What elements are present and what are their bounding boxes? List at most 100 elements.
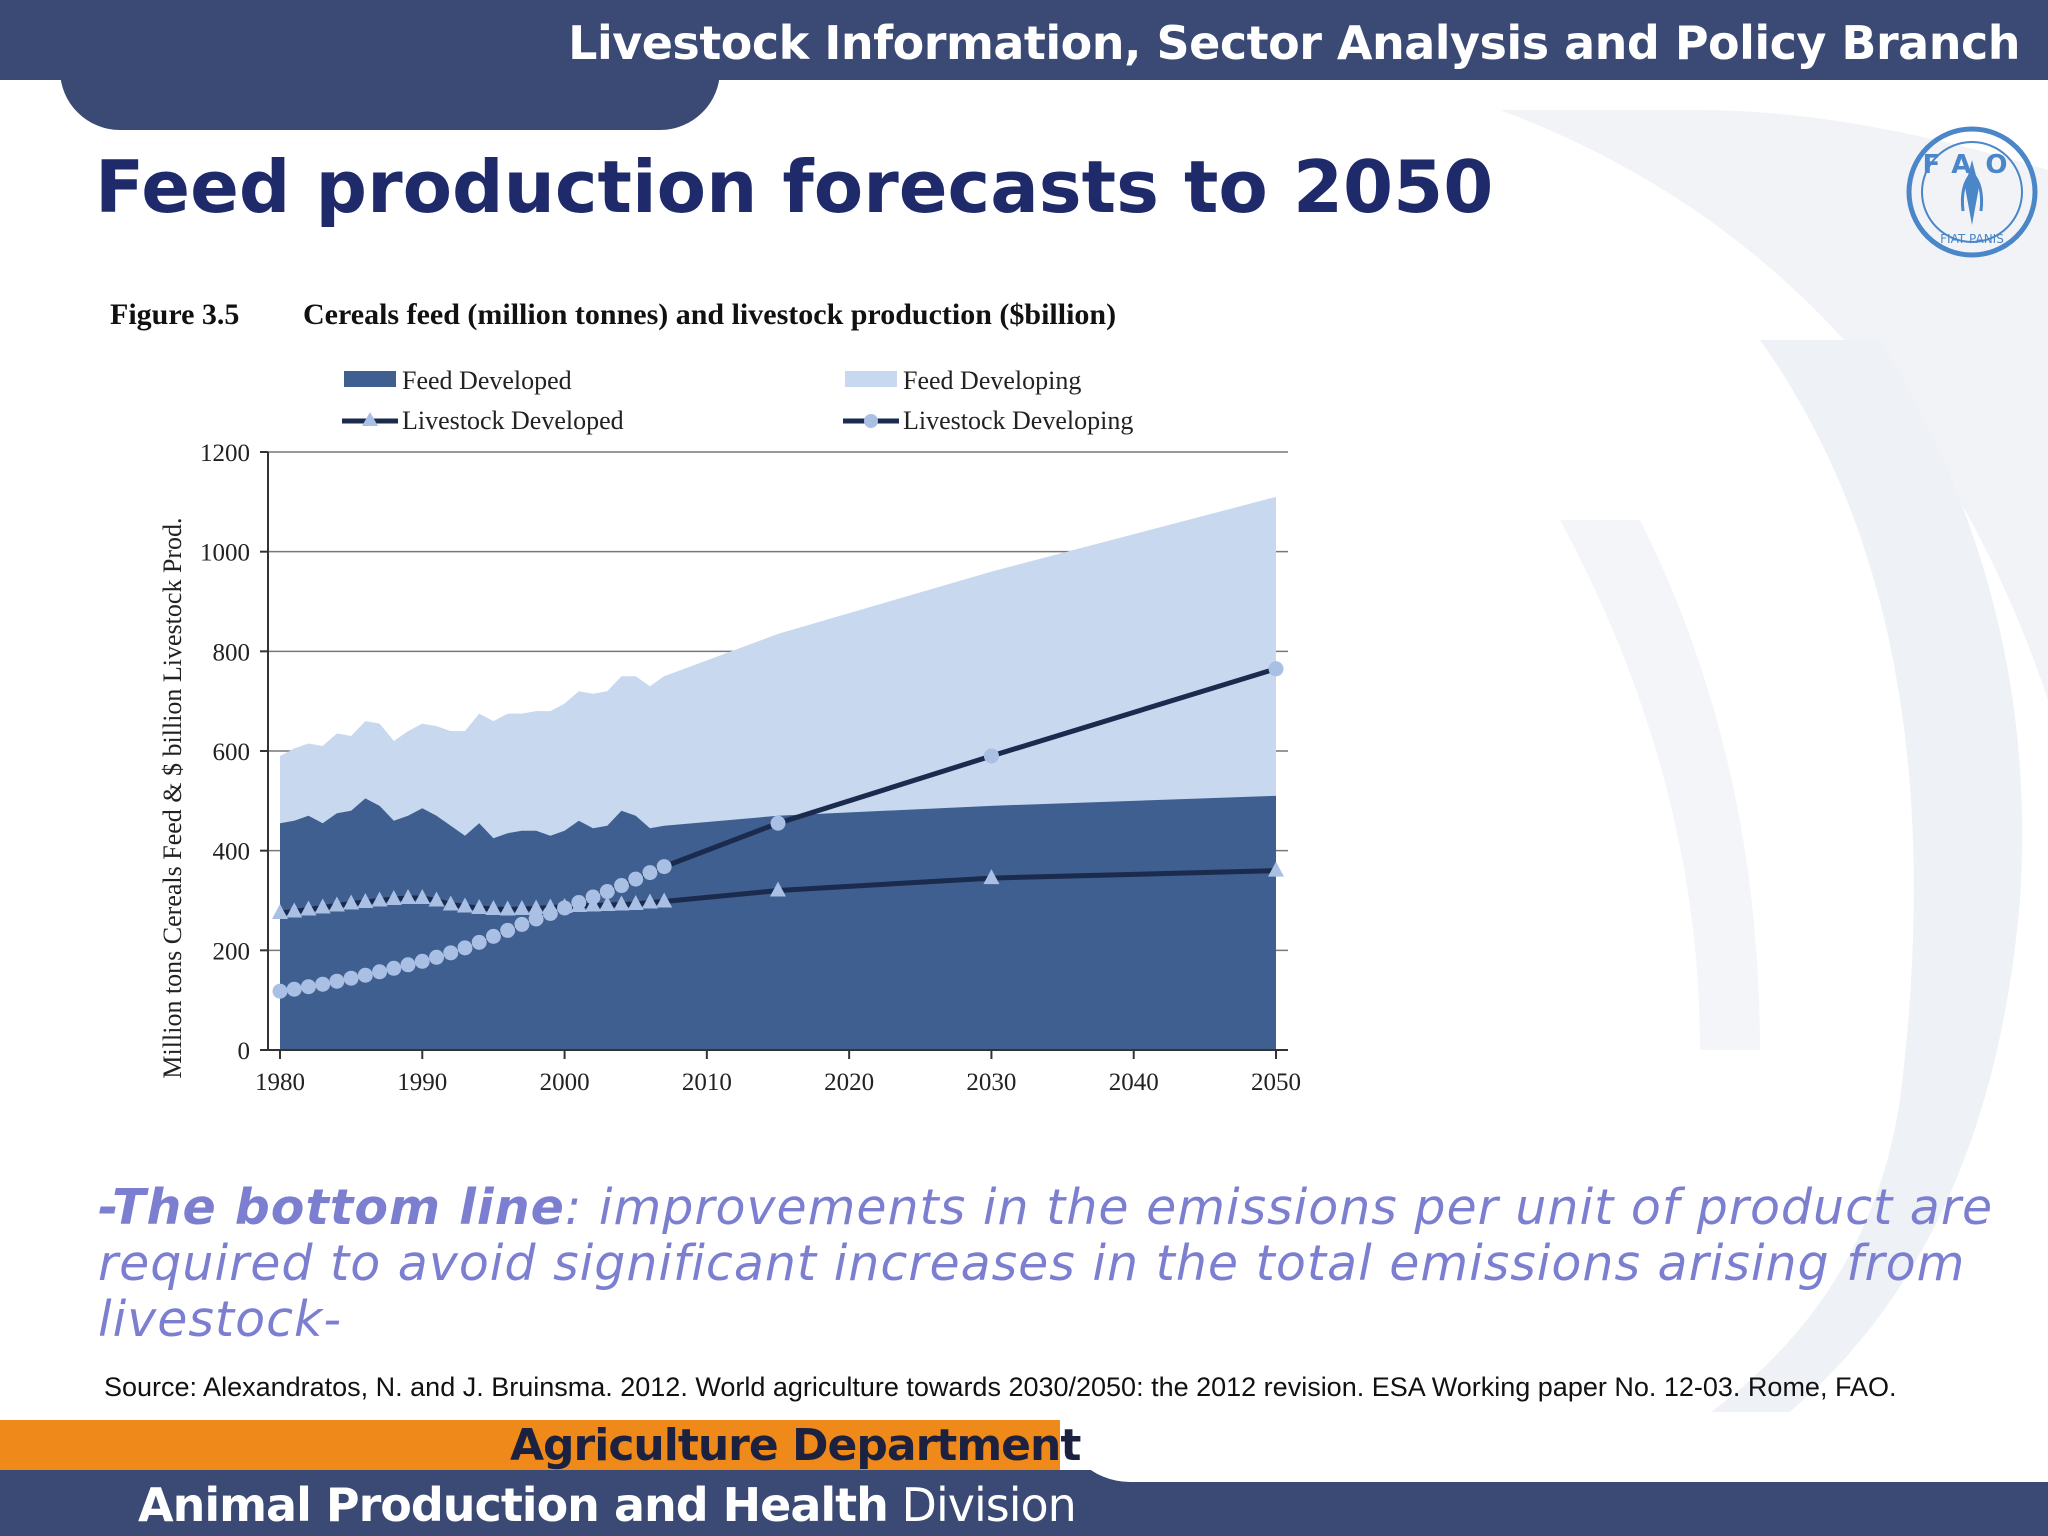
bottom-line-text: : improvements in the emissions per unit… bbox=[98, 1179, 1994, 1348]
x-tick-label: 2050 bbox=[1251, 1069, 1301, 1096]
livestock-developed-point bbox=[343, 894, 360, 910]
livestock-developing-point bbox=[542, 905, 558, 921]
logo-text-fao: FAO bbox=[1922, 150, 2021, 180]
footer-curve bbox=[1060, 1412, 2048, 1482]
division-bold: Animal Production and Health bbox=[138, 1478, 889, 1532]
livestock-developing-point bbox=[557, 900, 573, 916]
livestock-developing-point bbox=[585, 889, 601, 905]
source-citation: Source: Alexandratos, N. and J. Bruinsma… bbox=[104, 1372, 1897, 1402]
livestock-developed-point bbox=[385, 890, 402, 906]
chart-legend: Feed Developed Feed Developing Livestock D… bbox=[342, 366, 1133, 435]
department-name: Agriculture Department bbox=[510, 1420, 1081, 1471]
figure-number: Figure 3.5 bbox=[110, 298, 240, 331]
fao-emblem-icon: FAO FIAT PANIS bbox=[1906, 126, 2038, 258]
livestock-developed-point bbox=[983, 869, 1000, 885]
area-feed-developed bbox=[280, 795, 1276, 1050]
division-rest: Division bbox=[887, 1478, 1077, 1532]
livestock-developing-point bbox=[471, 934, 487, 950]
livestock-developing-point bbox=[315, 976, 331, 992]
livestock-developing-point bbox=[528, 911, 544, 927]
y-axis-label: Million tons Cereals Feed & $ billion Li… bbox=[158, 517, 187, 1078]
axes: 0 200 400 600 800 1000 1200 1980 1990 2000 2010 202… bbox=[200, 440, 1301, 1096]
page-title: Feed production forecasts to 2050 bbox=[95, 145, 1494, 229]
area-series bbox=[280, 496, 1276, 1051]
livestock-developed-point bbox=[357, 892, 374, 908]
livestock-developing-point bbox=[357, 967, 373, 983]
bottom-line-lead: -The bottom line bbox=[98, 1179, 565, 1236]
x-tick-label: 2000 bbox=[540, 1069, 590, 1096]
header-tab bbox=[60, 60, 720, 130]
y-tick-label: 1200 bbox=[200, 440, 250, 467]
y-tick-label: 200 bbox=[213, 938, 251, 965]
livestock-developing-point bbox=[300, 979, 316, 995]
x-tick-label: 1980 bbox=[255, 1069, 305, 1096]
livestock-developing-point bbox=[286, 981, 302, 997]
livestock-developed-point bbox=[272, 903, 288, 919]
livestock-developing-point bbox=[429, 949, 445, 965]
livestock-developing-point bbox=[628, 871, 644, 887]
livestock-developing-point bbox=[983, 748, 999, 764]
livestock-developed-point bbox=[499, 900, 516, 916]
y-tick-label: 0 bbox=[238, 1038, 251, 1065]
y-tick-label: 600 bbox=[213, 739, 251, 766]
legend-label-livestock-developed: Livestock Developed bbox=[402, 406, 624, 435]
livestock-developing-point bbox=[613, 878, 629, 894]
livestock-developing-point bbox=[770, 815, 786, 831]
division-name: Animal Production and Health Division bbox=[138, 1478, 1077, 1532]
livestock-developed-point bbox=[1268, 861, 1284, 877]
livestock-developing-point bbox=[457, 940, 473, 956]
livestock-developing-point bbox=[272, 983, 288, 999]
livestock-developed-point bbox=[314, 898, 331, 914]
livestock-developed-point bbox=[400, 889, 417, 905]
livestock-developing-point bbox=[372, 964, 388, 980]
livestock-developing-point bbox=[514, 916, 530, 932]
y-tick-label: 400 bbox=[213, 839, 251, 866]
livestock-developing-point bbox=[571, 894, 587, 910]
livestock-developing-point bbox=[443, 945, 459, 961]
livestock-developing-point bbox=[1268, 661, 1284, 677]
livestock-developed-point bbox=[414, 889, 431, 905]
livestock-developed-point bbox=[656, 892, 673, 908]
x-tick-label: 2030 bbox=[966, 1069, 1016, 1096]
livestock-developing-point bbox=[343, 970, 359, 986]
livestock-developed-point bbox=[286, 902, 303, 918]
bottom-line-note: -The bottom line: improvements in the em… bbox=[98, 1180, 2028, 1348]
livestock-developed-point bbox=[328, 896, 345, 912]
livestock-developed-point bbox=[456, 897, 473, 913]
livestock-developed-point bbox=[442, 895, 459, 911]
line-series bbox=[272, 661, 1284, 999]
livestock-developed-point bbox=[599, 895, 616, 911]
livestock-developing-point bbox=[386, 960, 402, 976]
legend-swatch-feed-developed bbox=[344, 371, 396, 387]
livestock-developing-point bbox=[414, 953, 430, 969]
y-tick-label: 800 bbox=[213, 639, 251, 666]
livestock-developed-point bbox=[641, 893, 658, 909]
livestock-developing-point bbox=[485, 928, 501, 944]
legend-swatch-feed-developing bbox=[845, 371, 897, 387]
livestock-developed-point bbox=[428, 891, 445, 907]
livestock-developing-point bbox=[642, 865, 658, 881]
legend-marker-livestock-developed bbox=[362, 412, 378, 426]
legend-label-feed-developing: Feed Developing bbox=[903, 366, 1081, 395]
figure-title: Cereals feed (million tonnes) and livest… bbox=[303, 298, 1117, 331]
legend-label-feed-developed: Feed Developed bbox=[402, 366, 572, 395]
livestock-developed-point bbox=[770, 881, 786, 897]
livestock-developed-point bbox=[528, 899, 545, 915]
livestock-developing-point bbox=[599, 884, 615, 900]
x-tick-label: 2040 bbox=[1109, 1069, 1159, 1096]
livestock-developed-point bbox=[627, 894, 644, 910]
livestock-developed-point bbox=[613, 895, 630, 911]
livestock-developing-point bbox=[400, 957, 416, 973]
legend-label-livestock-developing: Livestock Developing bbox=[903, 406, 1133, 435]
livestock-developed-point bbox=[471, 898, 488, 914]
livestock-developed-point bbox=[485, 899, 502, 915]
livestock-developing-point bbox=[329, 973, 345, 989]
x-tick-label: 2010 bbox=[682, 1069, 732, 1096]
livestock-developed-point bbox=[513, 899, 530, 915]
x-tick-label: 1990 bbox=[397, 1069, 447, 1096]
legend-marker-livestock-developing bbox=[864, 414, 878, 428]
livestock-developed-point bbox=[300, 900, 317, 916]
branch-title: Livestock Information, Sector Analysis a… bbox=[568, 16, 2020, 70]
